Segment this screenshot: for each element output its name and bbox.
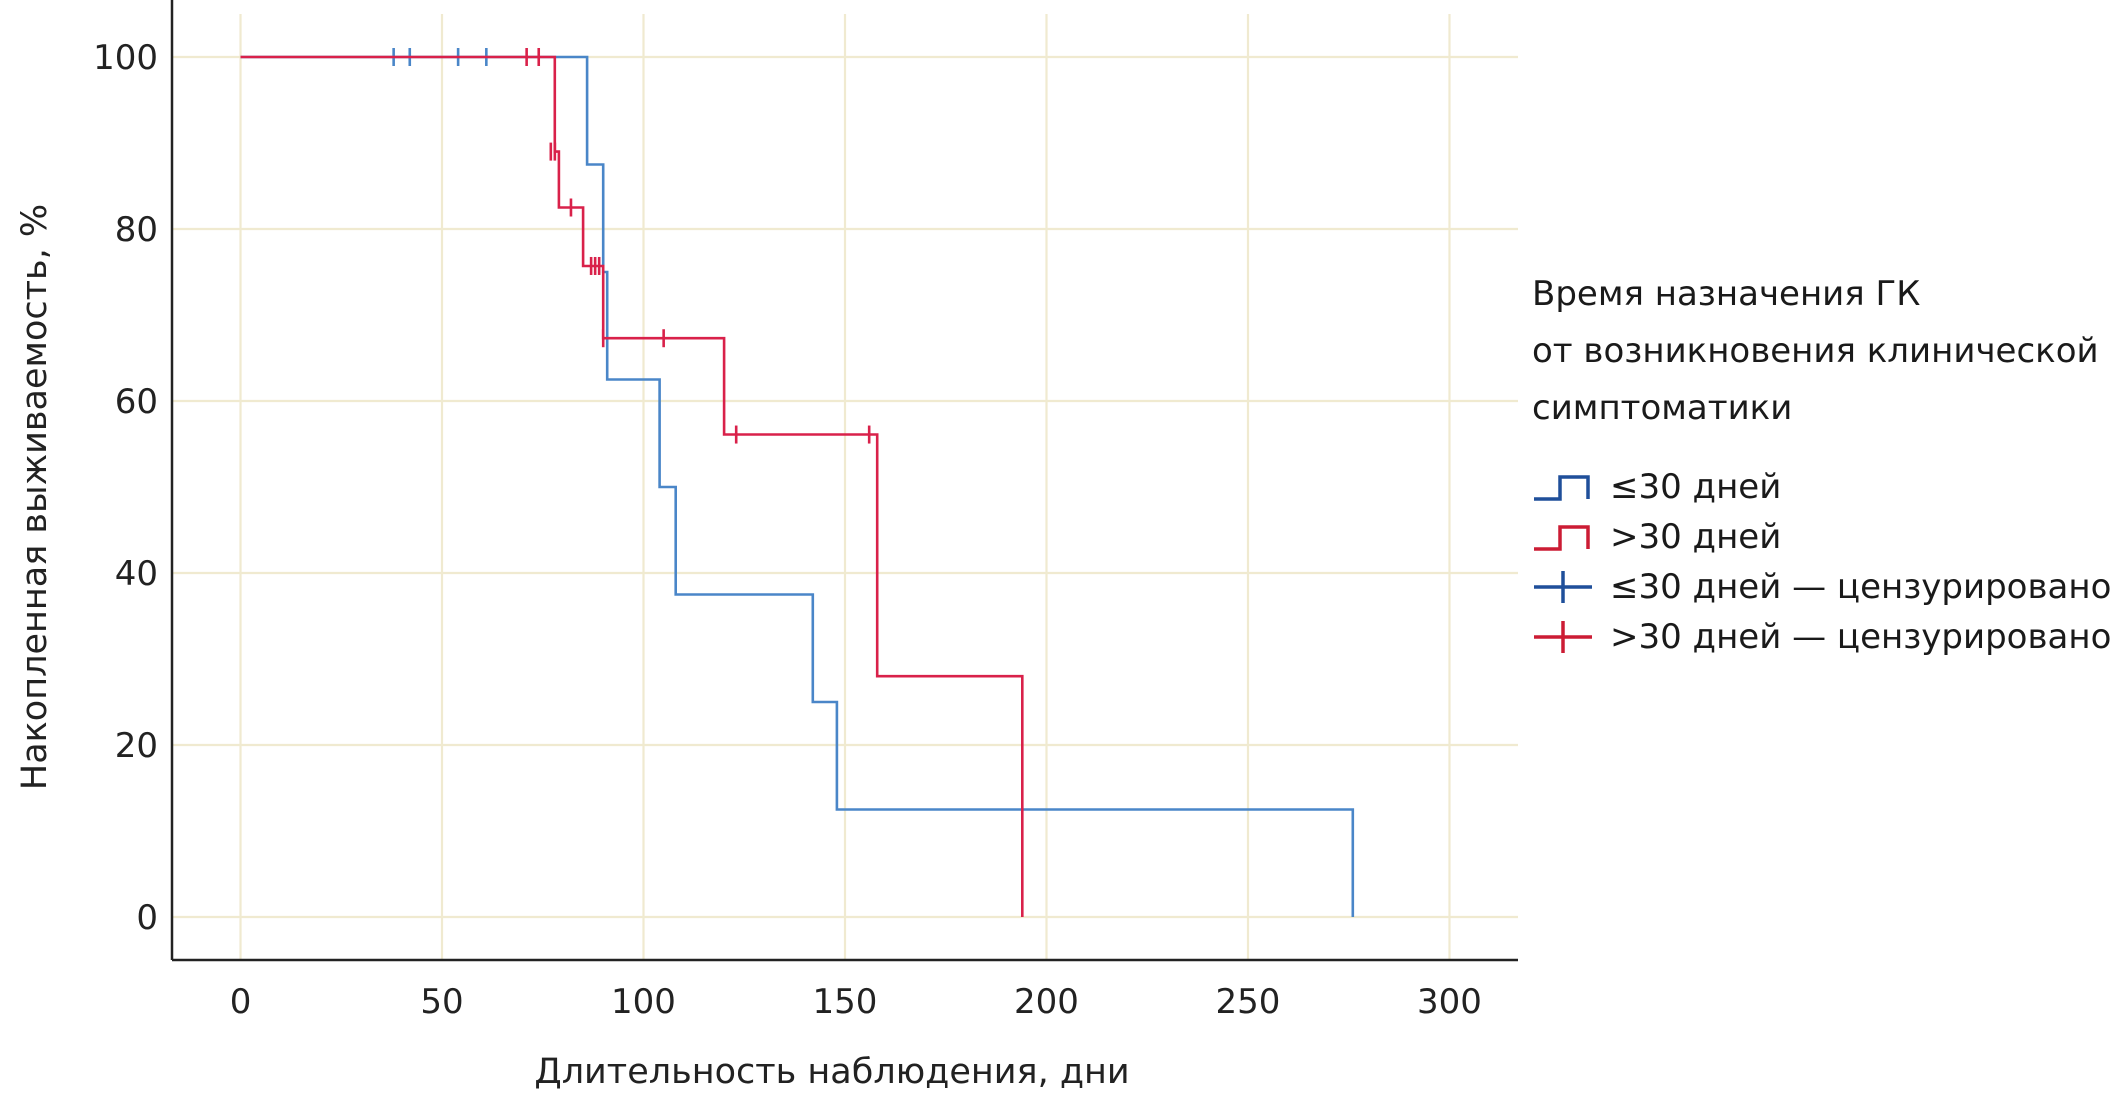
y-tick-label: 40 bbox=[115, 554, 158, 594]
censor-mark-icon bbox=[1534, 621, 1592, 653]
y-tick-label: 0 bbox=[136, 898, 158, 938]
x-tick-label: 100 bbox=[611, 982, 676, 1022]
legend-label: ≤30 дней — цензурировано bbox=[1610, 567, 2112, 607]
y-tick-label: 100 bbox=[93, 38, 158, 78]
x-tick-label: 250 bbox=[1216, 982, 1281, 1022]
survival-step-line bbox=[240, 55, 1355, 917]
x-tick-label: 150 bbox=[813, 982, 878, 1022]
axes bbox=[170, 0, 1518, 962]
x-tick-label: 0 bbox=[230, 982, 252, 1022]
censor-mark-icon bbox=[1534, 571, 1592, 603]
legend-title-line: от возникновения клинической bbox=[1532, 331, 2099, 371]
legend: Время назначения ГК от возникновения кли… bbox=[1532, 266, 2111, 662]
series-layer bbox=[240, 48, 1355, 917]
y-tick-label: 60 bbox=[115, 382, 158, 422]
legend-label: ≤30 дней bbox=[1610, 467, 1782, 507]
x-tick-label: 300 bbox=[1417, 982, 1482, 1022]
legend-item-le30: ≤30 дней bbox=[1532, 462, 2102, 512]
legend-item-le30-censored: ≤30 дней — цензурировано bbox=[1532, 562, 2111, 612]
series-le30 bbox=[240, 48, 1355, 917]
legend-item-gt30-censored: >30 дней — цензурировано bbox=[1532, 612, 2111, 662]
tick-labels: 0 50 100 150 200 250 300 0 20 40 60 80 100 bbox=[93, 38, 1482, 1022]
legend-title-line: симптоматики bbox=[1532, 388, 1793, 428]
survival-step-line bbox=[240, 55, 1024, 917]
y-tick-label: 80 bbox=[115, 210, 158, 250]
legend-item-gt30: >30 дней bbox=[1532, 512, 2102, 562]
legend-label: >30 дней — цензурировано bbox=[1610, 617, 2112, 657]
grid bbox=[172, 14, 1518, 960]
y-axis-title: Накопленная выживаемость, % bbox=[15, 204, 55, 790]
x-tick-label: 50 bbox=[420, 982, 463, 1022]
y-tick-label: 20 bbox=[115, 726, 158, 766]
legend-title: Время назначения ГК от возникновения кли… bbox=[1532, 266, 2102, 437]
x-axis-title: Длительность наблюдения, дни bbox=[534, 1052, 1129, 1092]
series-gt30 bbox=[240, 48, 1024, 917]
x-tick-label: 200 bbox=[1014, 982, 1079, 1022]
step-line-icon bbox=[1534, 525, 1590, 551]
legend-title-line: Время назначения ГК bbox=[1532, 274, 1921, 314]
legend-label: >30 дней bbox=[1610, 517, 1782, 557]
step-line-icon bbox=[1534, 475, 1590, 501]
